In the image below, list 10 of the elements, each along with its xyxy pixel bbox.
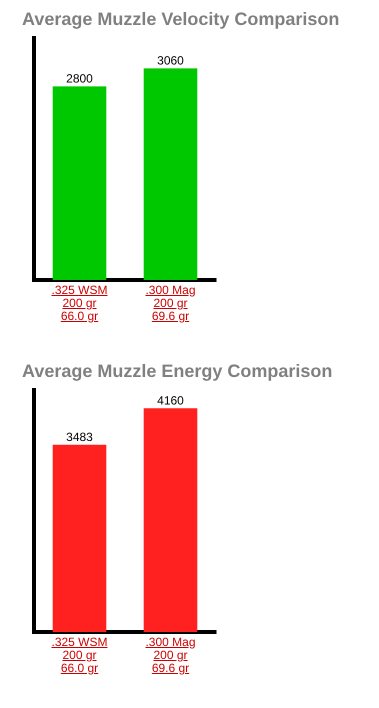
x-tick-label: .325 WSM 200 gr 66.0 gr bbox=[50, 635, 108, 675]
x-tick-label: .300 Mag 200 gr 69.6 gr bbox=[144, 283, 197, 323]
chart-title: Average Muzzle Energy Comparison bbox=[22, 360, 334, 382]
data-label: 3483 bbox=[66, 430, 94, 444]
data-label: 3060 bbox=[157, 54, 184, 68]
data-label: 4160 bbox=[157, 394, 184, 408]
x-tick-label: .325 WSM 200 gr 66.0 gr bbox=[50, 283, 108, 323]
x-tick-label: .300 Mag 200 gr 69.6 gr bbox=[144, 635, 197, 675]
chart-title: Average Muzzle Velocity Comparison bbox=[22, 8, 340, 30]
data-label: 2800 bbox=[66, 72, 94, 86]
